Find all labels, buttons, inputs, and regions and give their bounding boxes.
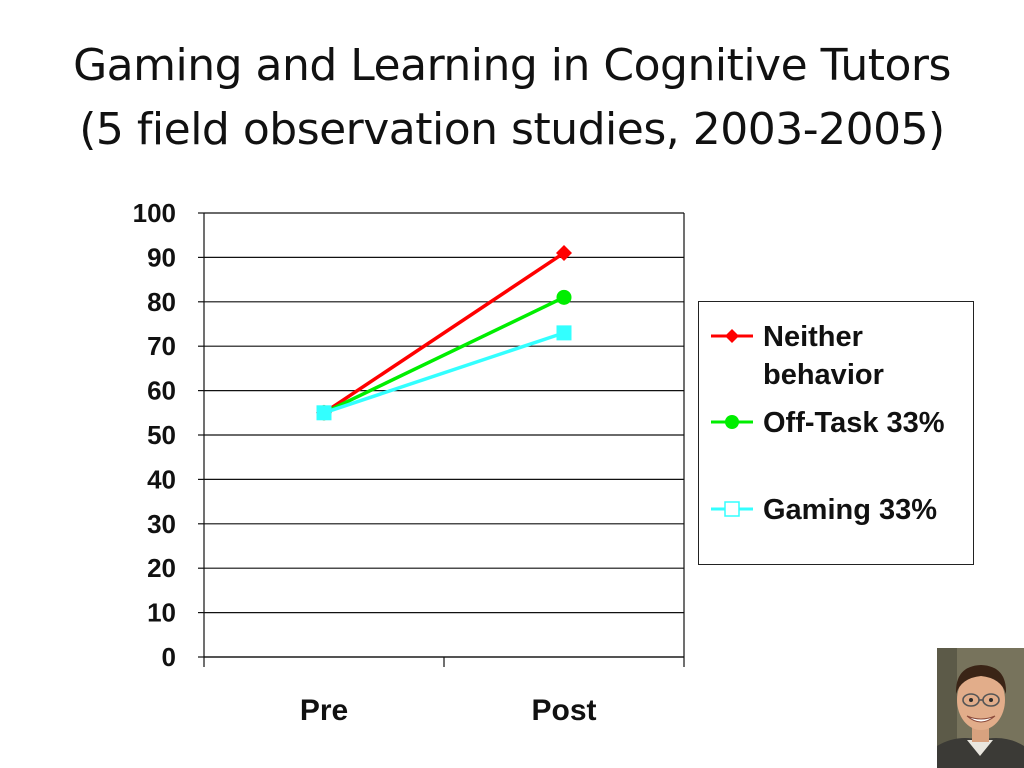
x-tick-label: Pre [300, 694, 348, 727]
y-tick-label: 30 [147, 509, 176, 539]
grid-lines [204, 212, 684, 658]
series-line-1 [323, 295, 565, 415]
y-tick-label: 40 [147, 464, 176, 494]
title-line-2: (5 field observation studies, 2003-2005) [79, 104, 945, 155]
portrait-photo-icon [937, 648, 1024, 768]
slide-title: Gaming and Learning in Cognitive Tutors … [0, 34, 1024, 162]
data-point-s2-1 [556, 325, 572, 341]
data-point-s1-1 [556, 289, 572, 305]
series-lines [316, 244, 572, 421]
data-point-s2-0 [316, 405, 332, 421]
legend-item-offtask: Off-Task 33% [709, 407, 973, 442]
legend-item-neither: Neither behavior [709, 321, 973, 394]
data-point-s0-1 [556, 244, 572, 261]
y-tick-label: 90 [147, 242, 176, 272]
y-tick-label: 70 [147, 331, 176, 361]
y-tick-label: 0 [162, 642, 176, 672]
chart-legend: Neither behavior Off-Task 33% Gaming 33% [698, 301, 974, 565]
series-line-0 [323, 251, 565, 415]
legend-label-offtask: Off-Task 33% [763, 407, 945, 439]
y-tick-label: 10 [147, 598, 176, 628]
title-line-1: Gaming and Learning in Cognitive Tutors [73, 40, 951, 91]
y-tick-label: 100 [133, 198, 176, 228]
y-tick-label: 60 [147, 376, 176, 406]
legend-marker-square-icon [711, 501, 753, 517]
legend-label-gaming: Gaming 33% [763, 494, 938, 526]
y-tick-label: 50 [147, 420, 176, 450]
axes [198, 212, 685, 667]
y-tick-label: 80 [147, 287, 176, 317]
legend-marker-diamond-icon [711, 329, 753, 343]
portrait-photo [937, 648, 1024, 768]
legend-label-neither: Neither behavior [763, 321, 884, 391]
legend-item-gaming: Gaming 33% [709, 494, 973, 529]
tick-labels: 0 10 20 30 40 50 60 70 80 90 100 Pre Post [133, 198, 597, 727]
series-line-2 [323, 331, 565, 415]
y-tick-label: 20 [147, 553, 176, 583]
x-tick-label: Post [531, 694, 596, 727]
legend-marker-circle-icon [711, 415, 753, 429]
